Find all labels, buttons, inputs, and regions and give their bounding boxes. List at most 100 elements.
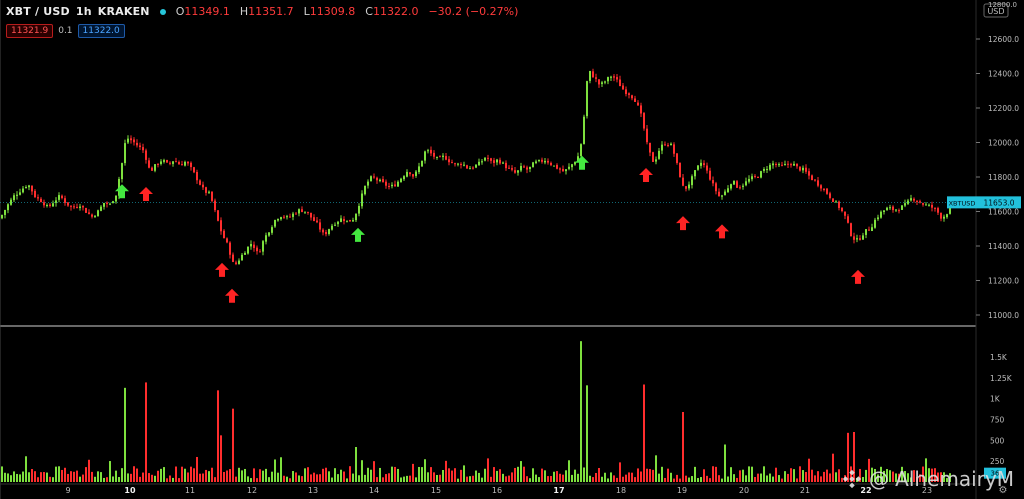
candle-body[interactable] [805,167,807,172]
candle-body[interactable] [814,179,816,181]
candle-body[interactable] [358,205,360,214]
candle-body[interactable] [649,142,651,153]
candle-body[interactable] [64,198,66,203]
candle-body[interactable] [247,246,249,254]
candle-body[interactable] [760,171,762,178]
candle-body[interactable] [832,198,834,203]
candle-body[interactable] [496,159,498,163]
candle-body[interactable] [577,156,579,162]
candle-body[interactable] [682,177,684,186]
candle-body[interactable] [799,166,801,171]
candle-body[interactable] [289,216,291,218]
candle-body[interactable] [790,164,792,166]
bid-button[interactable]: 11321.9 [6,24,54,38]
candle-body[interactable] [340,218,342,222]
candle-body[interactable] [556,164,558,169]
candle-body[interactable] [727,188,729,192]
candle-body[interactable] [349,219,351,222]
candle-body[interactable] [583,116,585,144]
candle-body[interactable] [232,254,234,262]
candle-body[interactable] [691,176,693,186]
candle-body[interactable] [364,185,366,195]
candle-body[interactable] [523,166,525,168]
candle-body[interactable] [754,175,756,177]
candle-body[interactable] [658,150,660,159]
candle-body[interactable] [547,160,549,163]
candle-body[interactable] [535,161,537,164]
candle-body[interactable] [793,163,795,166]
candle-body[interactable] [85,208,87,213]
candle-body[interactable] [865,229,867,235]
candle-body[interactable] [319,222,321,230]
candle-body[interactable] [262,241,264,252]
candle-body[interactable] [253,244,255,248]
candle-body[interactable] [10,199,12,205]
candle-body[interactable] [163,160,165,162]
candle-body[interactable] [37,197,39,199]
candle-body[interactable] [778,164,780,166]
candle-body[interactable] [322,229,324,233]
candle-body[interactable] [130,138,132,141]
candle-body[interactable] [781,164,783,166]
candle-body[interactable] [385,181,387,186]
candle-body[interactable] [817,180,819,186]
candle-body[interactable] [502,162,504,164]
candle-body[interactable] [7,204,9,211]
candle-body[interactable] [250,243,252,247]
candle-body[interactable] [403,176,405,180]
candle-body[interactable] [631,95,633,99]
candle-body[interactable] [895,209,897,211]
candle-body[interactable] [868,229,870,231]
candle-body[interactable] [712,180,714,184]
candle-body[interactable] [769,164,771,170]
candle-body[interactable] [115,195,117,202]
candle-body[interactable] [775,164,777,166]
candle-body[interactable] [373,176,375,178]
candle-body[interactable] [751,176,753,180]
candle-body[interactable] [445,156,447,160]
candle-body[interactable] [409,172,411,175]
candle-body[interactable] [532,162,534,168]
candle-body[interactable] [43,202,45,206]
candle-body[interactable] [226,238,228,243]
candle-body[interactable] [601,82,603,84]
candle-body[interactable] [904,203,906,206]
candle-body[interactable] [565,169,567,172]
candle-body[interactable] [442,155,444,157]
candle-body[interactable] [280,217,282,220]
candle-body[interactable] [901,205,903,210]
candle-body[interactable] [685,186,687,189]
candle-body[interactable] [415,171,417,176]
candle-body[interactable] [100,206,102,211]
candle-body[interactable] [715,183,717,192]
candle-body[interactable] [856,238,858,240]
candle-body[interactable] [106,202,108,204]
candle-body[interactable] [844,211,846,216]
candle-body[interactable] [841,207,843,212]
candle-body[interactable] [151,167,153,171]
candle-body[interactable] [763,168,765,171]
candle-body[interactable] [208,191,210,193]
candle-body[interactable] [79,206,81,208]
candle-body[interactable] [238,260,240,264]
candle-body[interactable] [937,208,939,213]
candle-body[interactable] [670,143,672,146]
candle-body[interactable] [133,139,135,143]
candle-body[interactable] [61,195,63,199]
candle-body[interactable] [592,71,594,78]
candle-body[interactable] [667,144,669,146]
candle-body[interactable] [736,181,738,188]
candle-body[interactable] [802,167,804,171]
candle-body[interactable] [514,170,516,173]
candle-body[interactable] [520,166,522,171]
candle-body[interactable] [421,160,423,167]
candle-body[interactable] [808,171,810,176]
candle-body[interactable] [742,185,744,187]
candle-body[interactable] [157,163,159,165]
candle-body[interactable] [424,151,426,161]
candle-body[interactable] [619,79,621,87]
candle-body[interactable] [646,128,648,143]
candle-body[interactable] [19,192,21,195]
candle-body[interactable] [187,161,189,164]
